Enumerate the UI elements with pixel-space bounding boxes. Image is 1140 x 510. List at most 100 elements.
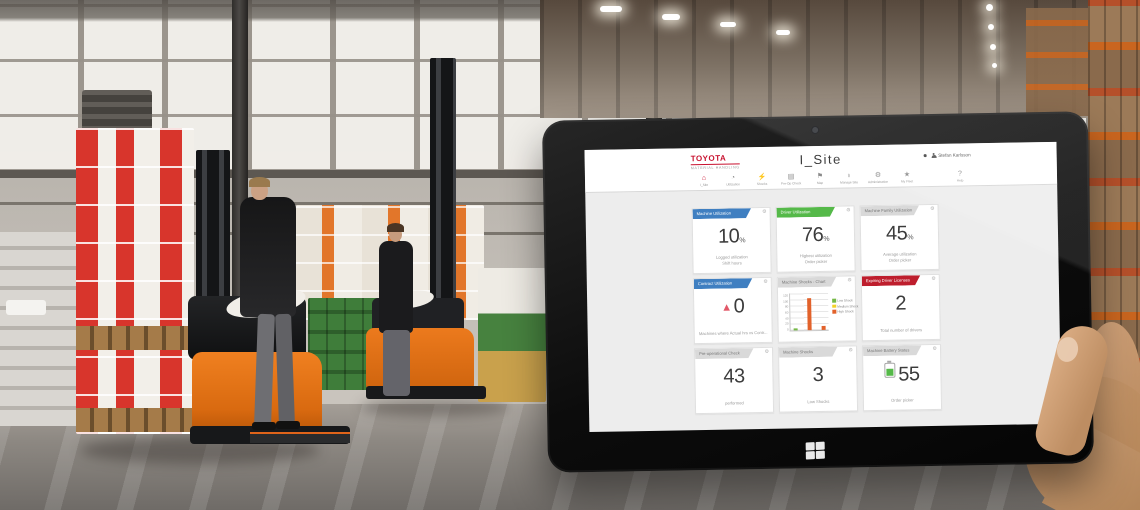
tile-subtext: Low Shocks (783, 398, 854, 405)
tile-machine-family-utilization[interactable]: Machine Family Utilization ⚙ 45% Average… (859, 203, 940, 272)
tile-expiring-driver-licenses[interactable]: Expiring Driver Licenses ⚙ 2 Total numbe… (860, 273, 941, 342)
app-title: I_Site (799, 151, 842, 168)
nav-item-map[interactable]: ⚑ Map (807, 173, 833, 185)
tile-settings-icon[interactable]: ⚙ (848, 347, 854, 354)
tile-settings-icon[interactable]: ⚙ (847, 277, 852, 284)
nav-item-manage-site[interactable]: ♁ Manage Site (836, 172, 862, 184)
nav-label: Administration (867, 179, 889, 185)
tile-title: Contract Utilization (697, 280, 733, 287)
tile-pre-operational-check[interactable]: Pre-operational Check ⚙ 43 performed (693, 346, 775, 415)
subtext-line: Average utilization (883, 251, 917, 258)
tile-subtext: Average utilization Order picker (864, 251, 935, 264)
nav-item-utilization[interactable]: ◔ Utilization (720, 174, 746, 186)
nav-item-administration[interactable]: ⚙ Administration (865, 172, 891, 184)
tile-header-ribbon: Machine Shocks (779, 346, 856, 357)
value-number: 55 (898, 363, 920, 386)
tile-driver-utilization[interactable]: Driver Utilization ⚙ 76% Highest utiliza… (775, 205, 856, 273)
tile-header-ribbon: Contract Utilization (694, 278, 771, 289)
tile-settings-icon[interactable]: ⚙ (764, 348, 770, 355)
subtext-line: Total number of drivers (880, 327, 923, 333)
tile-contract-utilization[interactable]: Contract Utilization ⚙ ▲0 Machines where… (692, 276, 773, 345)
tile-machine-shocks[interactable]: Machine Shocks ⚙ 3 Low Shocks (777, 345, 859, 413)
wooden-pallet (76, 408, 194, 432)
tile-value: 43 (695, 365, 772, 389)
wooden-pallet (76, 326, 194, 350)
subtext-line: Machines where Actual hrs vs Contr... (698, 329, 768, 337)
tile-machine-shocks-chart[interactable]: Machine Shocks - Chart ⚙ 120 100 80 60 40 20 0… (776, 275, 858, 343)
tile-value: 45% (861, 222, 938, 246)
tile-settings-icon[interactable]: ⚙ (930, 205, 935, 213)
nav-label: I_Site (700, 182, 709, 188)
nav-label: Pre-Op Check (780, 181, 802, 186)
tile-header-ribbon: Pre-operational Check (695, 348, 772, 359)
tile-header-ribbon: Machine Shocks - Chart (778, 276, 855, 287)
nav-item-isite[interactable]: ⌂ I_Site (691, 175, 717, 187)
shoe (276, 421, 300, 429)
tile-settings-icon[interactable]: ⚙ (846, 207, 851, 214)
nav-item-shocks[interactable]: ⚡ Shocks (749, 174, 775, 186)
ceiling-light (988, 24, 994, 30)
tile-settings-icon[interactable]: ⚙ (763, 278, 768, 285)
tile-value: 76% (777, 223, 854, 247)
value-unit: % (823, 235, 830, 243)
toyota-logo: TOYOTA MATERIAL HANDLING (690, 153, 740, 170)
app-header: TOYOTA MATERIAL HANDLING I_Site Stefan K… (584, 141, 1058, 194)
ceiling-light (662, 14, 680, 20)
ceiling-light (990, 44, 996, 50)
tile-value: 2 (862, 292, 939, 316)
tile-title: Pre-operational Check (699, 350, 740, 357)
value-number: 76 (801, 223, 824, 247)
operator-woman (379, 241, 413, 333)
tile-value: 3 (779, 363, 856, 387)
windows-logo (805, 441, 825, 460)
tile-subtext: Highest utilization Order picker (780, 253, 851, 266)
subtext-line: Order picker (891, 397, 914, 403)
help-icon: ? (957, 170, 962, 178)
tile-settings-icon[interactable]: ⚙ (762, 208, 767, 215)
tile-header-ribbon: Machine Battery Status (863, 345, 940, 356)
ceiling-light (992, 63, 997, 68)
tile-machine-utilization[interactable]: Machine Utilization ⚙ 10% Logged utiliza… (691, 206, 772, 275)
tile-title: Driver Utilization (780, 209, 811, 215)
value-number: 2 (895, 292, 907, 315)
tile-value: 55 (863, 362, 940, 387)
map-icon: ⚑ (816, 172, 824, 181)
operator-woman-legs (383, 330, 410, 396)
tile-header-ribbon: Machine Utilization (693, 208, 770, 219)
tile-machine-battery-status[interactable]: Machine Battery Status ⚙ 55 Order picker (861, 343, 943, 412)
shocks-icon: ⚡ (757, 173, 767, 182)
tablet: TOYOTA MATERIAL HANDLING I_Site Stefan K… (541, 111, 1095, 473)
door-window (6, 300, 46, 315)
tile-header-ribbon: Expiring Driver Licenses (862, 275, 939, 286)
nav-label: Utilization (726, 182, 741, 187)
subtext-line: Low Shocks (807, 398, 830, 405)
subtext-line: Shift hours (722, 260, 742, 266)
nav-label: Shocks (756, 181, 768, 187)
pallet-stack (478, 268, 546, 402)
camera-icon (812, 126, 819, 134)
subtext-line: Order picker (804, 258, 828, 265)
subtext-line: Highest utilization (799, 252, 832, 259)
nav-label: My Fleet (900, 179, 914, 184)
user-menu[interactable]: Stefan Karlsson (923, 152, 971, 158)
nav-label: Help (956, 178, 964, 183)
nav-item-pre-op-check[interactable]: ▤ Pre-Op Check (778, 173, 804, 185)
ceiling-light (776, 30, 790, 35)
pre-op-check-icon: ▤ (787, 173, 795, 181)
nav-item-my-fleet[interactable]: ★ My Fleet (894, 171, 920, 183)
tile-value: ▲0 (694, 295, 771, 319)
operator-platform (250, 432, 350, 443)
dashboard-tile-grid: Machine Utilization ⚙ 10% Logged utiliza… (691, 203, 943, 415)
shock-chart-yticks: 120 100 80 60 40 20 0 (783, 293, 789, 332)
warehouse-door (0, 232, 84, 426)
nav-item-help[interactable]: ? Help (949, 170, 971, 182)
storage-rack (1026, 8, 1088, 116)
tile-settings-icon[interactable]: ⚙ (931, 275, 936, 283)
shock-chart-bars (789, 292, 829, 332)
tile-settings-icon[interactable]: ⚙ (932, 345, 938, 353)
subtext-line: performed (725, 400, 744, 406)
value-unit: % (739, 237, 746, 245)
value-number: 0 (733, 295, 745, 318)
status-dot (923, 154, 927, 157)
subtext-line: Order picker (888, 257, 912, 263)
